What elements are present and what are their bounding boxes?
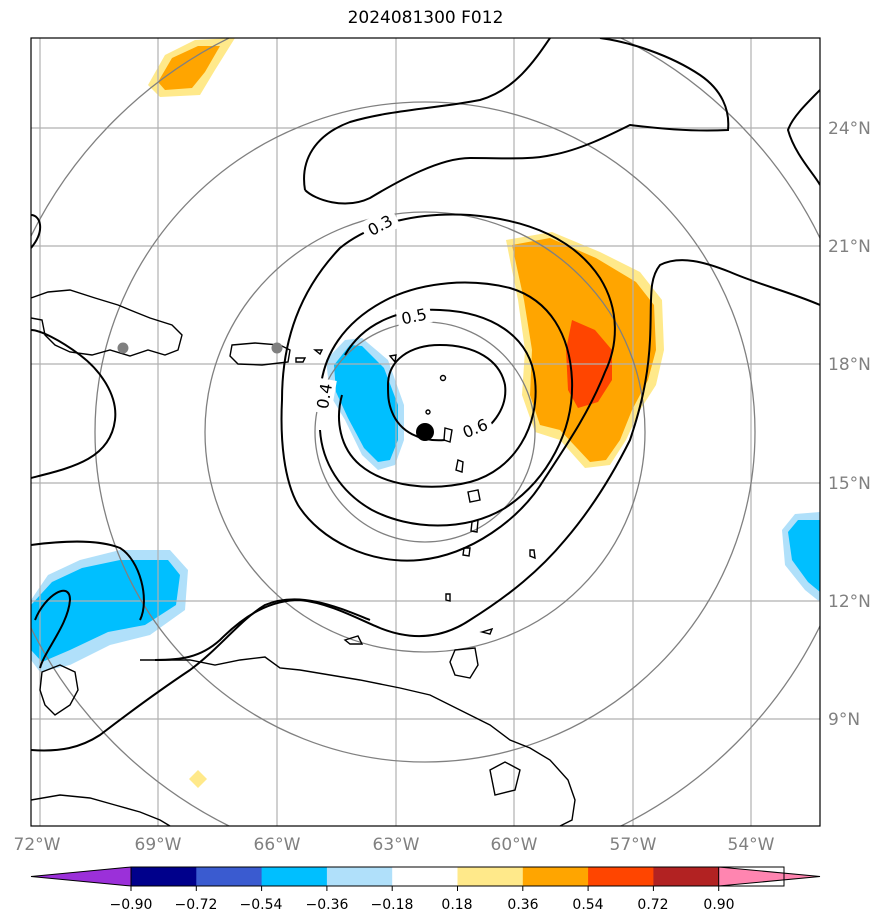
anomaly-shading — [31, 38, 820, 788]
lat-label: 15°N — [828, 474, 871, 494]
island-11 — [343, 635, 364, 645]
colorbar-segments — [30, 866, 821, 887]
venezuela-coast — [39, 664, 79, 716]
lon-label: 54°W — [728, 835, 775, 855]
contours — [31, 38, 820, 752]
contour-ne — [786, 89, 820, 186]
lon-label: 60°W — [491, 835, 538, 855]
coastlines — [31, 289, 576, 826]
contour-sw-loop — [34, 589, 72, 669]
contour-label-0-4: 0.4 — [313, 382, 336, 410]
colorbar-extend-min — [30, 866, 132, 887]
contour-outer-a — [31, 329, 117, 479]
island-5 — [467, 489, 481, 503]
lat-label: 21°N — [828, 237, 871, 257]
colorbar-ticks — [130, 886, 720, 891]
colorbar-segment — [392, 867, 458, 886]
positive-region-small — [189, 770, 207, 788]
negative-region-e-blue — [788, 520, 820, 592]
city-marker-east — [271, 342, 283, 354]
colorbar-tick-label: −0.90 — [110, 897, 153, 913]
colorbar-tick-label: −0.18 — [371, 897, 414, 913]
lon-label: 72°W — [14, 835, 61, 855]
positive-region-n-orange — [158, 46, 220, 90]
colorbar-tick-label: 0.90 — [703, 897, 734, 913]
lat-label: 18°N — [828, 355, 871, 375]
contour-labels: 0.3 0.5 0.4 0.6 — [311, 206, 495, 444]
puerto-rico-coast — [229, 342, 291, 366]
island-9 — [445, 593, 451, 602]
contour-0-4 — [319, 281, 574, 527]
guiana-coast — [489, 761, 521, 796]
colorbar-tick-label: 0.18 — [441, 897, 472, 913]
city-marker-west — [117, 342, 129, 354]
colorbar-segment — [457, 867, 524, 886]
island-13 — [313, 349, 324, 356]
colorbar-tick-label: 0.72 — [637, 897, 668, 913]
map-area: 0.3 0.5 0.4 0.6 — [31, 38, 820, 826]
island-4 — [455, 459, 464, 473]
island-12 — [295, 357, 307, 363]
latitude-labels: 24°N 21°N 18°N 15°N 12°N 9°N — [828, 119, 871, 730]
colorbar-tick-label: −0.36 — [306, 897, 349, 913]
island-7 — [462, 547, 471, 557]
lat-label: 9°N — [828, 710, 860, 730]
contour-outer-c — [31, 598, 371, 752]
range-rings — [31, 38, 820, 826]
lon-label: 57°W — [610, 835, 657, 855]
colorbar-segment — [196, 867, 263, 886]
negative-region-blue — [334, 345, 398, 462]
map-frame — [30, 37, 821, 827]
contour-0-3 — [280, 213, 616, 562]
colorbar-segment — [588, 867, 654, 886]
south-america-coast — [31, 794, 171, 826]
trinidad — [449, 647, 479, 679]
colorbar-segment — [326, 867, 393, 886]
contour-label-0-5: 0.5 — [400, 305, 429, 329]
storm-center-marker — [416, 423, 434, 441]
longitude-labels: 72°W 69°W 66°W 63°W 60°W 57°W 54°W — [14, 835, 775, 855]
colorbar-tick-label: −0.72 — [175, 897, 218, 913]
lat-label: 24°N — [828, 119, 871, 139]
lon-label: 63°W — [373, 835, 420, 855]
lat-label: 12°N — [828, 592, 871, 612]
colorbar: −0.90 −0.72 −0.54 −0.36 −0.18 0.18 0.36 … — [30, 866, 821, 913]
colorbar-segment — [131, 867, 197, 886]
contour-nw — [31, 214, 41, 249]
colorbar-tick-label: 0.36 — [507, 897, 538, 913]
lon-label: 69°W — [135, 835, 182, 855]
colorbar-tick-label: −0.54 — [240, 897, 283, 913]
colorbar-segment — [653, 867, 720, 886]
colorbar-tick-labels: −0.90 −0.72 −0.54 −0.36 −0.18 0.18 0.36 … — [110, 897, 735, 913]
contour-north-b — [304, 38, 730, 205]
colorbar-tick-label: 0.54 — [572, 897, 603, 913]
island-8 — [529, 549, 536, 560]
gridlines — [31, 38, 820, 826]
colorbar-segment — [261, 867, 328, 886]
colorbar-extend-max — [718, 866, 821, 887]
map-title: 2024081300 F012 — [347, 8, 504, 28]
island-1 — [439, 374, 447, 382]
contour-outer-b — [31, 259, 820, 661]
south-coast-east — [140, 656, 576, 826]
island-10 — [479, 627, 494, 635]
lon-label: 66°W — [254, 835, 301, 855]
colorbar-segment — [522, 867, 589, 886]
hispaniola-coast — [31, 289, 183, 357]
island-2 — [425, 409, 431, 415]
island-14 — [388, 354, 397, 364]
contour-north-a — [303, 38, 551, 191]
island-3 — [443, 427, 453, 443]
